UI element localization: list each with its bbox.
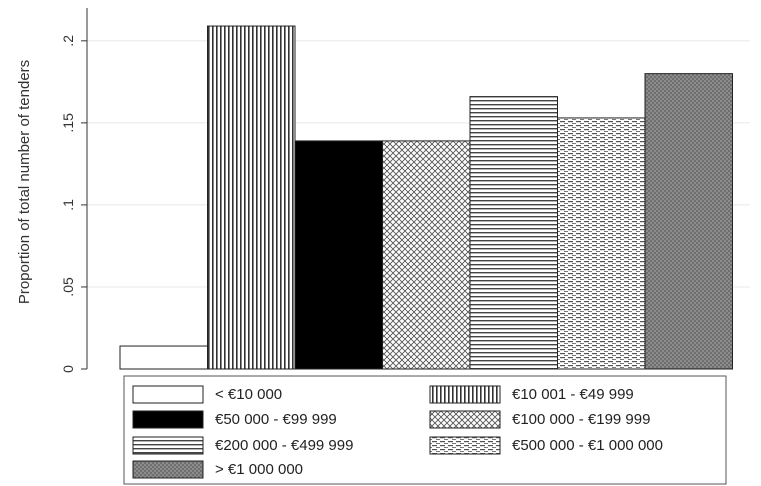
legend-label: €10 001 - €49 999: [512, 386, 634, 403]
legend-label: €50 000 - €99 999: [215, 411, 337, 428]
legend-swatch: [429, 385, 501, 404]
legend-label: > €1 000 000: [215, 461, 303, 478]
y-tick-label: .15: [60, 113, 76, 133]
legend-swatch: [132, 410, 204, 429]
y-axis: 0 .05 .1 .15 .2: [60, 8, 88, 373]
bars: [119, 25, 733, 370]
legend-box: [123, 375, 727, 485]
bar: [644, 73, 733, 370]
legend-label: €200 000 - €499 999: [215, 437, 353, 454]
y-tick-label: .05: [60, 277, 76, 297]
legend: < €10 000 €10 001 - €49 999 €50 000 - €99 …: [123, 375, 727, 485]
y-tick-label: .2: [60, 35, 76, 47]
bar: [294, 140, 383, 370]
bar: [557, 117, 646, 370]
bar: [119, 345, 208, 370]
legend-label: €100 000 - €199 999: [512, 411, 650, 428]
y-tick-label: .1: [60, 199, 76, 211]
legend-swatch: [429, 410, 501, 429]
legend-label: €500 000 - €1 000 000: [512, 437, 663, 454]
bar: [469, 96, 558, 370]
bar: [207, 25, 296, 370]
legend-swatch: [132, 436, 204, 455]
legend-swatch: [429, 436, 501, 455]
legend-swatch: [132, 385, 204, 404]
legend-swatch: [132, 460, 204, 479]
bar: [382, 140, 471, 370]
y-tick-label: 0: [60, 365, 76, 373]
legend-label: < €10 000: [215, 386, 282, 403]
y-axis-label: Proportion of total number of tenders: [16, 60, 33, 304]
